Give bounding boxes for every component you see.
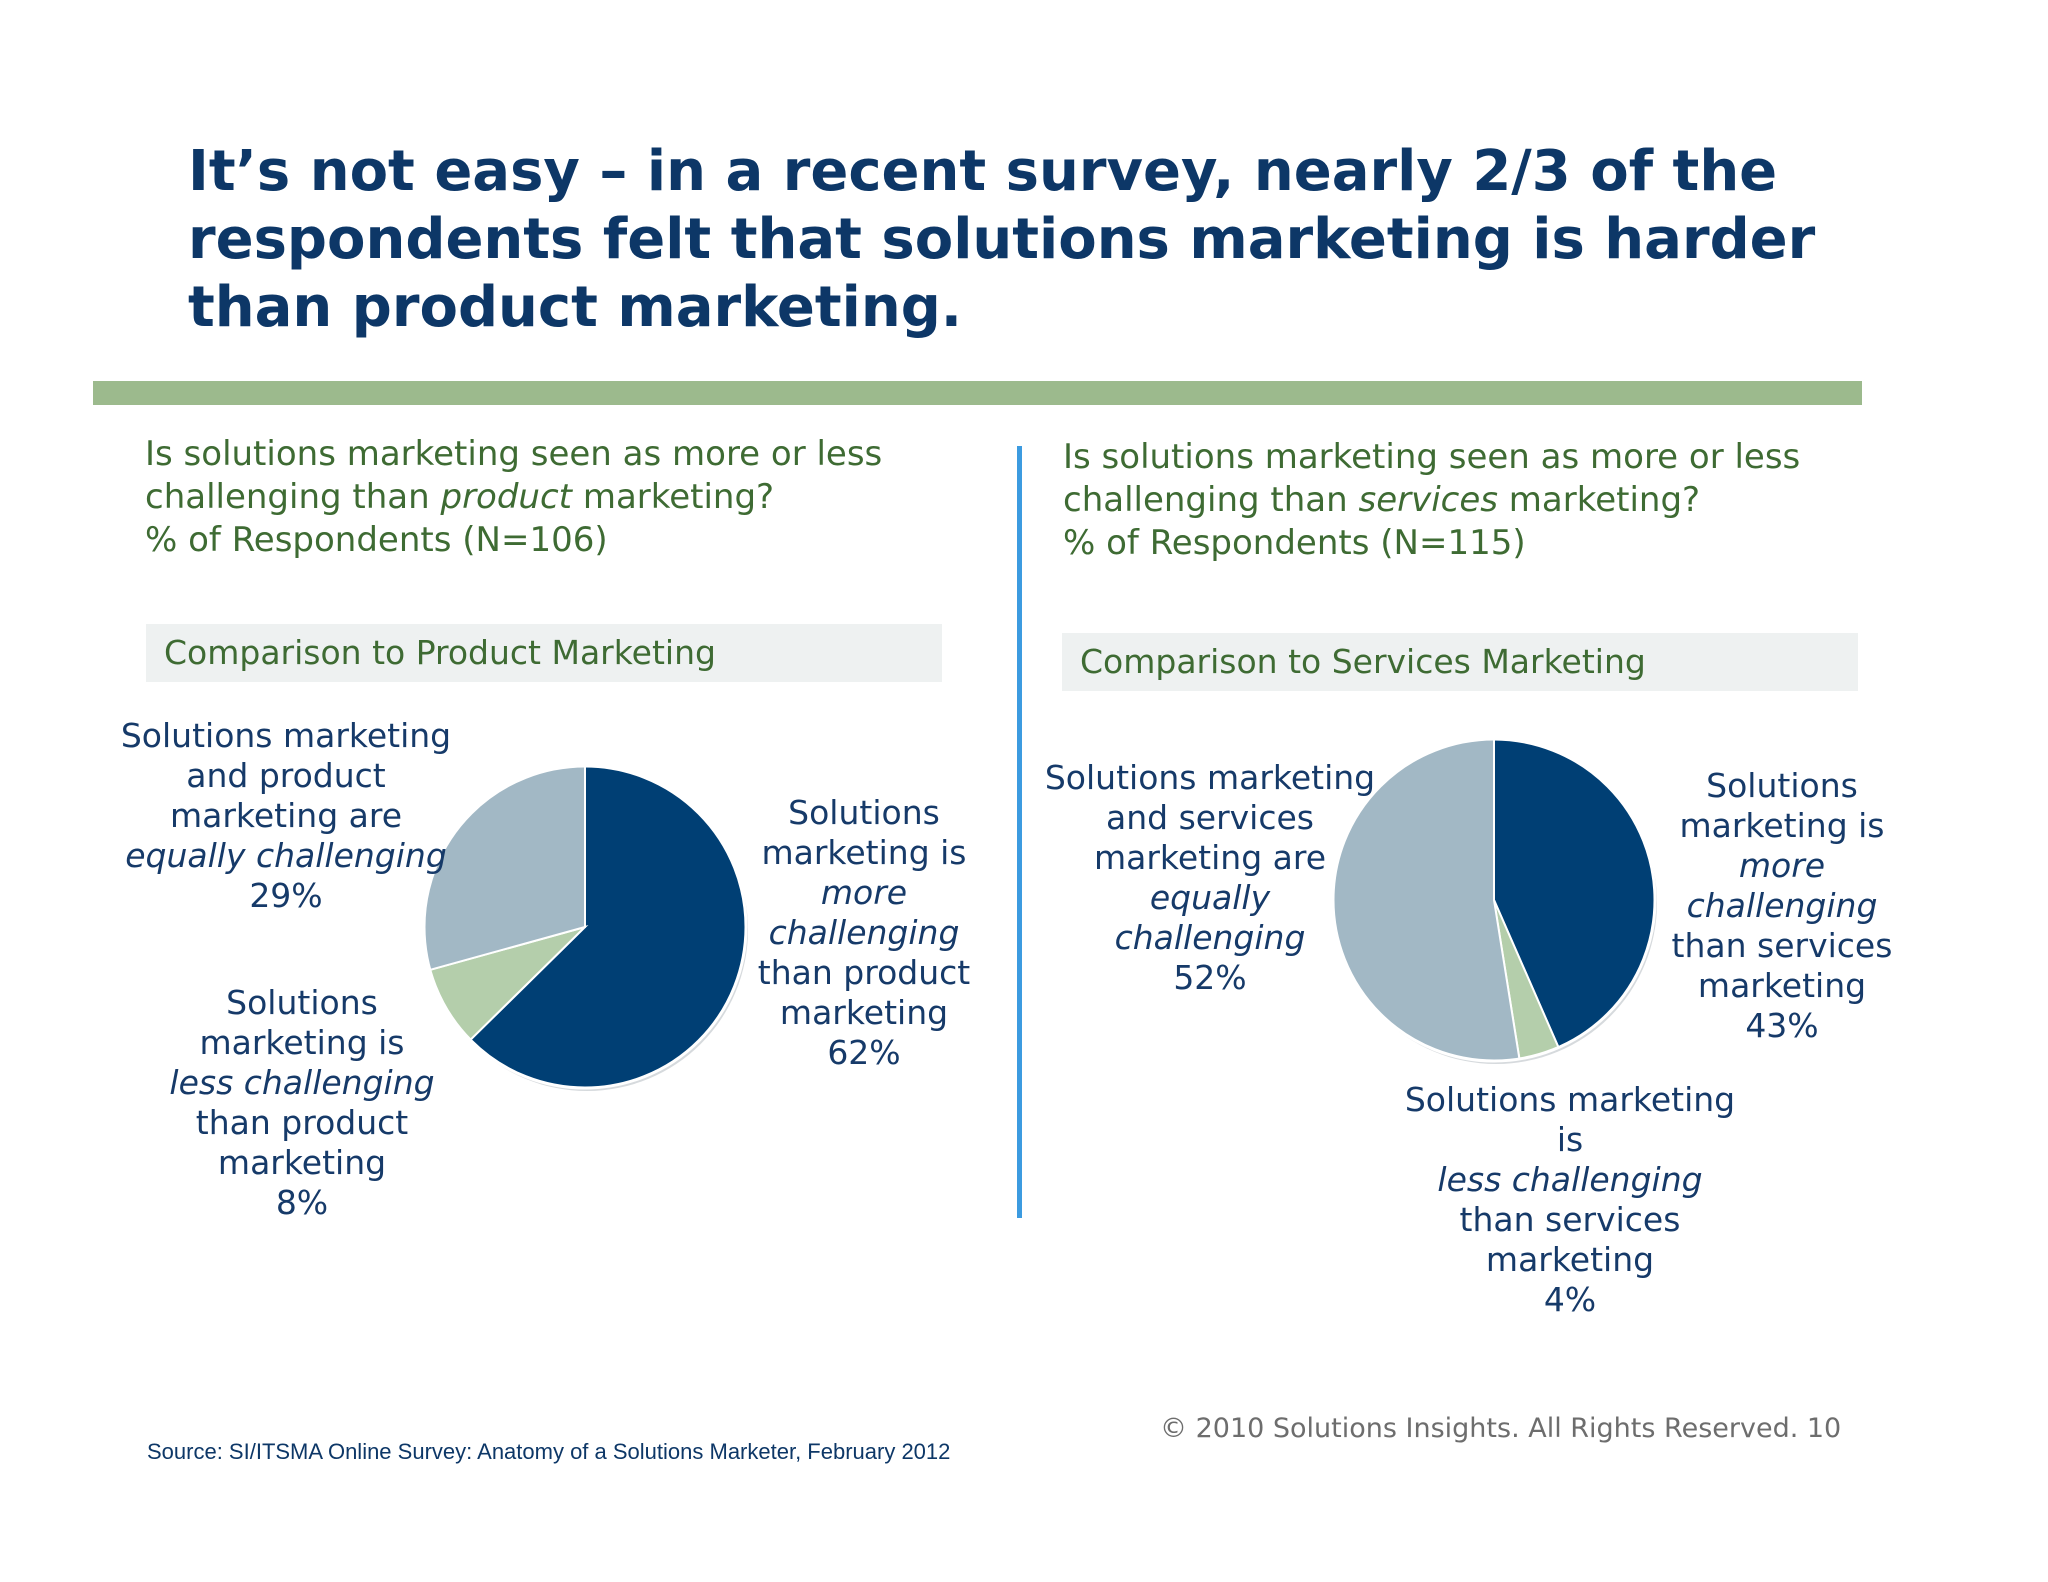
pie-rim [422,764,748,1090]
accent-bar [93,381,1862,405]
left-question-line2: challenging than product marketing? [145,477,775,517]
services-marketing-pie-chart [1331,737,1657,1064]
right-label-equal: Solutions marketing and services marketi… [1044,758,1376,997]
right-question-sample: % of Respondents (N=115) [1063,523,1526,563]
product-marketing-pie-chart [422,764,748,1091]
left-question: Is solutions marketing seen as more or l… [145,433,1005,562]
vertical-divider [1017,446,1022,1218]
slide-title: It’s not easy – in a recent survey, near… [188,139,1816,340]
right-question-line2: challenging than services marketing? [1063,480,1701,520]
right-question: Is solutions marketing seen as more or l… [1063,436,1923,565]
left-label-more: Solutions marketing is more challenging … [757,793,971,1072]
right-chart-title: Comparison to Services Marketing [1062,633,1858,691]
right-label-more: Solutions marketing is more challenging … [1671,766,1893,1045]
left-label-equal: Solutions marketing and product marketin… [120,716,452,915]
left-question-sample: % of Respondents (N=106) [145,520,608,560]
left-label-less: Solutions marketing is less challenging … [169,983,435,1222]
right-question-emphasis: services [1358,480,1498,520]
copyright-footer: © 2010 Solutions Insights. All Rights Re… [1160,1413,1842,1444]
pie-rim [1331,737,1657,1063]
left-chart-title: Comparison to Product Marketing [146,624,942,682]
right-question-line1: Is solutions marketing seen as more or l… [1063,437,1801,477]
source-note: Source: SI/ITSMA Online Survey: Anatomy … [147,1439,951,1464]
right-label-less: Solutions marketing is less challenging … [1404,1080,1736,1319]
left-question-line1: Is solutions marketing seen as more or l… [145,434,883,474]
left-question-emphasis: product [440,477,573,517]
